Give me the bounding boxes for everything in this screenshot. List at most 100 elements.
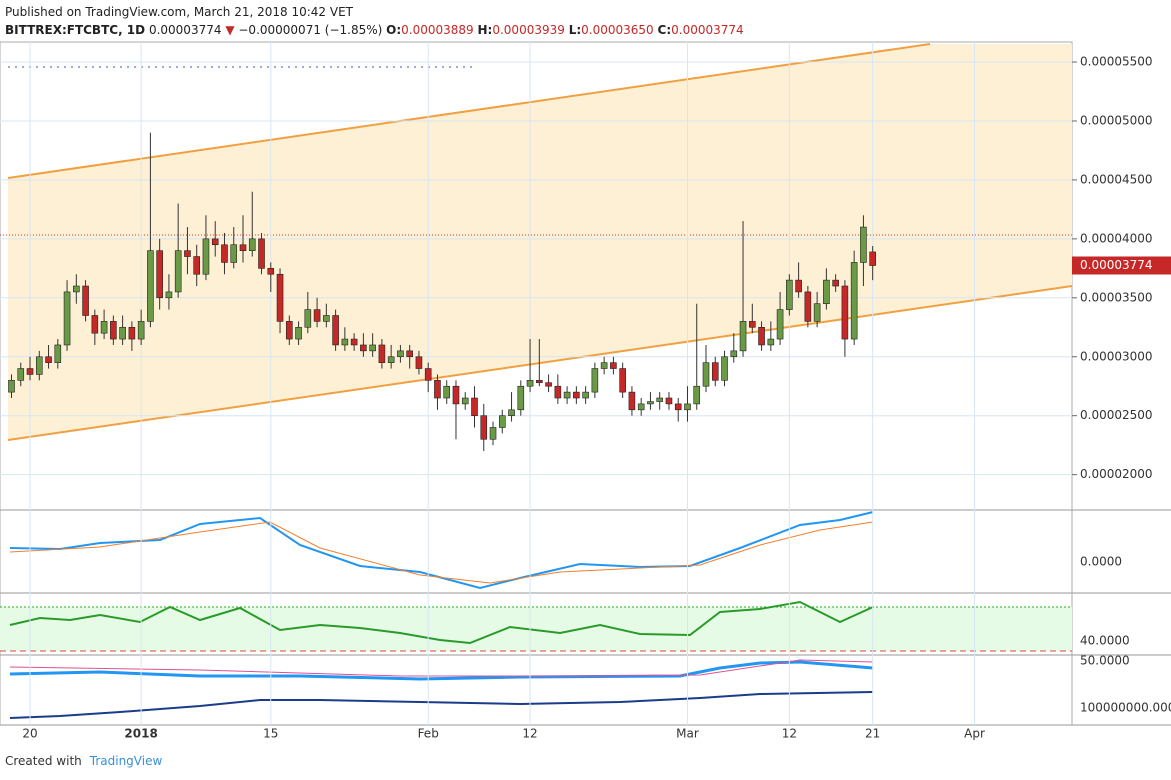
ohlc-value: 0.00003939 bbox=[492, 23, 565, 37]
ohlc-value: 0.00003774 bbox=[671, 23, 744, 37]
candle-body bbox=[536, 380, 543, 383]
x-tick-label: Apr bbox=[964, 727, 985, 741]
macd-line bbox=[9, 511, 874, 590]
x-tick-label: 15 bbox=[263, 727, 278, 741]
x-tick-label: 12 bbox=[522, 727, 537, 741]
candle-body bbox=[610, 362, 617, 369]
y-tick-label: 0.00003000 bbox=[1080, 349, 1153, 363]
candle-body bbox=[434, 380, 441, 399]
candle-body bbox=[45, 356, 52, 363]
candle-body bbox=[221, 244, 228, 263]
y-tick-label: 0.00002500 bbox=[1080, 408, 1153, 422]
candle-body bbox=[202, 238, 210, 275]
footer: Created with TradingView bbox=[5, 754, 162, 768]
candle-body bbox=[619, 368, 626, 393]
candle-body bbox=[193, 256, 200, 275]
candle-body bbox=[35, 356, 43, 375]
x-tick-label: Mar bbox=[676, 727, 699, 741]
candle-body bbox=[786, 279, 793, 310]
candle-body bbox=[665, 397, 673, 405]
candle-body bbox=[323, 315, 330, 322]
indicator-axis-label: 100000000.0000 bbox=[1080, 701, 1171, 715]
candle-body bbox=[26, 368, 34, 375]
y-tick-label: 0.00004500 bbox=[1080, 172, 1153, 186]
candle-body bbox=[415, 356, 423, 369]
candle-body bbox=[276, 273, 284, 322]
candle-body bbox=[554, 385, 562, 399]
candle-body bbox=[526, 380, 534, 387]
candle-body bbox=[452, 385, 460, 405]
candle-body bbox=[850, 262, 858, 340]
candle-body bbox=[674, 403, 682, 411]
candle-body bbox=[573, 391, 580, 399]
candle-body bbox=[600, 362, 608, 369]
x-tick-label: Feb bbox=[418, 727, 439, 741]
channel-upper bbox=[7, 43, 931, 179]
candle-body bbox=[387, 356, 395, 363]
candle-body bbox=[147, 250, 154, 322]
plot: 20 2018 15 Feb 12 Mar 12 21 Apr0.000055000.00005… bbox=[0, 42, 1171, 741]
x-tick-label: 20 bbox=[22, 727, 37, 741]
osc-line bbox=[9, 660, 874, 681]
y-tick-label: 0.00004000 bbox=[1080, 231, 1153, 245]
candle-body bbox=[397, 350, 404, 358]
candle-body bbox=[360, 344, 367, 352]
candle-body bbox=[304, 309, 312, 328]
rsi-line bbox=[9, 600, 874, 645]
candle-body bbox=[795, 279, 802, 293]
y-tick-label: 0.00002000 bbox=[1080, 467, 1153, 481]
ohlc-value: 0.00003650 bbox=[581, 23, 654, 37]
x-tick-label: 12 bbox=[782, 727, 797, 741]
candle-body bbox=[443, 385, 451, 399]
candle-body bbox=[82, 285, 89, 316]
price-box bbox=[1072, 256, 1171, 275]
candle-body bbox=[378, 344, 386, 363]
candle-body bbox=[406, 350, 413, 358]
candle-body bbox=[128, 326, 136, 340]
x-tick-label: 21 bbox=[865, 727, 880, 741]
candle-body bbox=[767, 338, 775, 346]
candle-body bbox=[332, 315, 339, 346]
candle-body bbox=[841, 285, 849, 340]
candle-body bbox=[350, 338, 358, 346]
ohlc-label: L: bbox=[568, 23, 582, 37]
candle-body bbox=[239, 244, 247, 251]
candle-body bbox=[628, 391, 636, 411]
change: −0.00000071 (−1.85%) bbox=[238, 23, 383, 37]
candle-body bbox=[480, 415, 488, 440]
candle-body bbox=[730, 350, 738, 358]
candle-body bbox=[91, 315, 99, 334]
brand: TradingView bbox=[89, 754, 163, 768]
symbol: BITTREX:FTCBTC, 1D bbox=[5, 23, 146, 37]
candle-body bbox=[721, 356, 728, 381]
rsi-band bbox=[0, 607, 1072, 651]
candle-body bbox=[100, 321, 108, 334]
candle-body bbox=[823, 279, 830, 305]
signal-line bbox=[9, 521, 874, 584]
header: Published on TradingView.com, March 21, … bbox=[5, 3, 744, 39]
candle-body bbox=[832, 279, 839, 287]
candle-body bbox=[517, 385, 525, 411]
channel-fill bbox=[8, 44, 1072, 440]
candle-body bbox=[804, 291, 812, 322]
candle-body bbox=[748, 321, 756, 328]
ohlc-label: H: bbox=[477, 23, 493, 37]
last: 0.00003774 bbox=[148, 23, 222, 37]
candle-body bbox=[63, 291, 71, 346]
candle-body bbox=[258, 238, 265, 269]
candle-body bbox=[508, 409, 515, 416]
candle-body bbox=[656, 397, 664, 402]
candle-body bbox=[813, 303, 821, 322]
ohlc-label: O: bbox=[386, 23, 402, 37]
obv-line bbox=[9, 691, 874, 719]
candle-body bbox=[54, 344, 62, 363]
candle-body bbox=[110, 321, 117, 340]
candle-body bbox=[230, 244, 238, 263]
candle-body bbox=[211, 238, 219, 246]
candle-body bbox=[489, 427, 497, 440]
candle-body bbox=[73, 285, 80, 293]
price-label: 0.00003774 bbox=[1080, 258, 1153, 272]
channel-lower bbox=[7, 285, 1073, 441]
y-tick-label: 0.00005000 bbox=[1080, 113, 1153, 127]
